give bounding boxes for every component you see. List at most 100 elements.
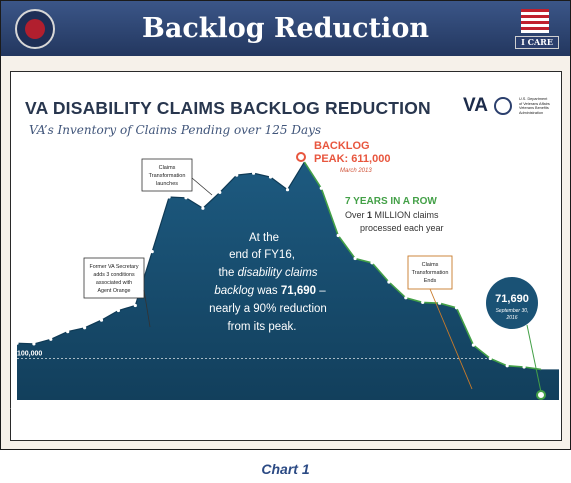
- x-tick-label: JUL'15: [450, 405, 464, 410]
- chart-title: VA DISABILITY CLAIMS BACKLOG REDUCTION: [25, 98, 431, 118]
- flag-icon: [521, 9, 549, 33]
- data-point: [49, 337, 53, 341]
- narrative-emphasis: backlog: [214, 285, 254, 297]
- banner-title: Backlog Reduction: [142, 13, 429, 44]
- secretary-callout-line: associated with: [96, 280, 132, 286]
- peak-marker: [296, 152, 306, 162]
- department-name: U.S. Department of Veterans Affairs Vete…: [519, 97, 559, 115]
- seven-years-heading: 7 YEARS IN A ROW: [345, 196, 437, 207]
- data-point: [184, 196, 188, 200]
- x-tick-label: JAN'15: [416, 405, 430, 410]
- launch-callout-pointer: [191, 177, 213, 196]
- million-claims-number: 1: [367, 210, 372, 220]
- final-bubble-pointer: [526, 324, 542, 393]
- ends-callout-pointer: [429, 288, 473, 390]
- data-point: [353, 256, 357, 261]
- data-point: [83, 326, 87, 330]
- chart-subtitle: VA’s Inventory of Claims Pending over 12…: [29, 123, 322, 137]
- x-tick-label: JAN'16: [484, 405, 498, 410]
- data-point: [471, 343, 475, 347]
- center-narrative: At the end of FY16, the disability claim…: [209, 232, 327, 333]
- launch-callout-line: Transformation: [149, 173, 186, 179]
- final-value-bubble: [486, 277, 538, 329]
- peak-date: March 2013: [340, 168, 372, 174]
- secretary-callout-line: Former VA Secretary: [89, 264, 138, 270]
- secretary-callout-line: adds 3 conditions: [93, 272, 135, 278]
- data-point: [201, 206, 205, 210]
- data-point: [133, 303, 137, 308]
- million-claims-text: Over: [345, 210, 367, 220]
- narrative-line: the disability claims: [218, 267, 317, 279]
- x-tick-label: OCT'13: [331, 405, 346, 410]
- reference-line-label: 100,000: [17, 351, 42, 358]
- data-point: [66, 330, 70, 334]
- data-point: [488, 356, 492, 361]
- narrative-line: end of FY16,: [229, 249, 295, 261]
- narrative-number: 71,690: [281, 285, 316, 297]
- data-point: [454, 306, 459, 310]
- million-claims-line1: Over 1 MILLION claims: [345, 210, 439, 220]
- department-line: Veterans Benefits: [519, 106, 549, 111]
- ends-callout-line: Claims: [422, 262, 439, 268]
- x-tick-label: OCT'09: [61, 405, 76, 410]
- final-date-line2: 2016: [505, 315, 517, 321]
- peak-value-line: PEAK: 611,000: [314, 153, 390, 165]
- icare-logo-text: I CARE: [515, 36, 559, 49]
- data-point: [15, 341, 19, 345]
- x-tick-label: JAN'11: [146, 405, 160, 410]
- x-tick-label: JUL'12: [247, 405, 261, 410]
- data-point: [32, 342, 36, 346]
- narrative-text: was: [254, 285, 281, 297]
- x-tick-label: JUL'10: [112, 405, 126, 410]
- data-point: [116, 308, 120, 313]
- x-tick-label: OCT'14: [399, 405, 414, 410]
- data-point: [370, 261, 374, 265]
- narrative-line: nearly a 90% reduction: [209, 303, 327, 315]
- final-value: 71,690: [495, 293, 529, 305]
- data-point: [252, 171, 256, 175]
- narrative-text: the: [218, 267, 237, 279]
- million-claims-text: MILLION claims: [372, 210, 439, 220]
- x-tick-label: JAN'12: [213, 405, 227, 410]
- narrative-text: –: [316, 285, 326, 297]
- launch-callout-line: Claims: [159, 165, 176, 171]
- x-tick-label: JUL'09: [44, 405, 58, 410]
- department-seal-icon: [494, 97, 512, 115]
- icare-logo: I CARE: [511, 9, 559, 49]
- data-point: [505, 364, 509, 368]
- x-tick-label: APR'15: [433, 405, 448, 410]
- data-point: [319, 186, 323, 190]
- x-tick-label: APR'16: [500, 405, 515, 410]
- title-banner: Backlog Reduction I CARE: [1, 1, 570, 56]
- department-line: U.S. Department: [519, 97, 548, 101]
- x-tick-label: APR'10: [94, 405, 109, 410]
- x-tick-label: OCT'11: [196, 405, 211, 410]
- x-tick-label: JUL'16: [518, 405, 532, 410]
- data-point: [522, 365, 526, 369]
- data-point: [218, 190, 222, 194]
- data-point: [150, 250, 154, 254]
- narrative-emphasis: disability claims: [238, 267, 318, 279]
- ends-callout-line: Ends: [424, 278, 437, 284]
- final-point-marker: [536, 390, 546, 400]
- data-point: [99, 318, 104, 322]
- data-point: [285, 188, 290, 192]
- backlog-area: [17, 162, 559, 400]
- x-tick-label: JAN'09: [10, 405, 24, 410]
- secretary-callout-line: Agent Orange: [98, 288, 131, 294]
- secretary-callout-box: [83, 257, 145, 299]
- figure-caption: Chart 1: [261, 461, 310, 477]
- narrative-line: from its peak.: [227, 321, 296, 333]
- x-tick-label: APR'13: [297, 405, 312, 410]
- x-tick-label: APR'11: [162, 405, 176, 410]
- narrative-line: At the: [249, 232, 279, 244]
- final-date-line1: September 30,: [496, 308, 529, 314]
- x-tick-label: JAN'10: [78, 405, 92, 410]
- x-tick-label: JAN'13: [281, 405, 295, 410]
- data-point: [421, 300, 425, 304]
- x-tick-label: APR'14: [365, 405, 380, 410]
- data-point: [438, 301, 442, 305]
- data-point: [235, 173, 239, 177]
- peak-title: BACKLOG: [314, 140, 370, 152]
- data-point: [404, 296, 408, 300]
